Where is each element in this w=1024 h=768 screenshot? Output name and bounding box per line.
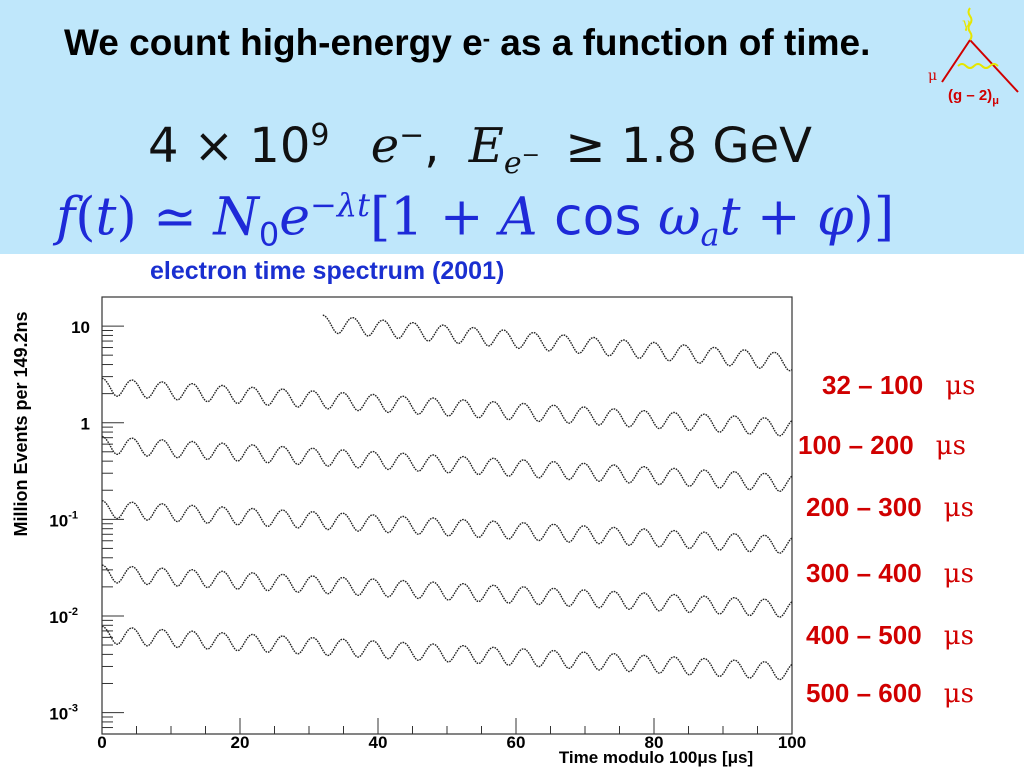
plot-frame [101, 296, 793, 735]
series-curve-3 [101, 435, 793, 493]
range-label-text: 500 – 600 [806, 678, 922, 708]
y-tick-label: 10-2 [49, 606, 78, 627]
title-main: We count high-energy e [64, 22, 483, 63]
range-label-text: 400 – 500 [806, 620, 922, 650]
g2-label: (g – 2)μ [948, 87, 999, 107]
range-label: 500 – 600 μs [806, 678, 974, 709]
electron-time-spectrum-chart: 10 1 10-1 10-2 10-3 0 20 40 60 80 100 Million Eve… [11, 296, 806, 767]
range-label-text: 32 – 100 [822, 370, 924, 400]
muon-line-left [941, 39, 971, 83]
title-superscript: - [482, 26, 491, 51]
x-tick-label: 100 [778, 733, 806, 752]
series-curve-4 [101, 500, 793, 554]
range-label-text: 200 – 300 [806, 492, 922, 522]
count-formula: 4 × 109 e−, Ee− ≥ 1.8 GeV [148, 118, 812, 181]
title-rest: as a function of time. [490, 22, 871, 63]
range-label: 400 – 500 μs [806, 620, 974, 651]
x-tick-label: 40 [369, 733, 388, 752]
mu-label: μ [928, 68, 937, 84]
loop-wavy-line [957, 63, 999, 69]
range-label-unit: μs [943, 493, 974, 523]
y-tick-label: 10 [71, 318, 90, 337]
series-curve-2 [101, 377, 793, 437]
gamma-label: γ [962, 16, 970, 32]
x-tick-label: 80 [645, 733, 664, 752]
x-axis: 0 20 40 60 80 100 [97, 718, 806, 752]
range-label: 32 – 100 μs [822, 370, 975, 401]
x-tick-label: 60 [507, 733, 526, 752]
range-label-unit: μs [943, 621, 974, 651]
slide-title: We count high-energy e- as a function of… [64, 20, 944, 66]
series-curve-1 [322, 314, 793, 372]
range-label-text: 300 – 400 [806, 558, 922, 588]
photon-wavy-line [967, 7, 973, 41]
y-tick-label: 10-1 [49, 509, 78, 530]
fit-formula: f(t) ≃ N0e−λt[1 + A cos ωat + φ)] [56, 186, 895, 254]
y-axis: 10 1 10-1 10-2 10-3 [49, 296, 124, 735]
range-label-unit: μs [935, 431, 966, 461]
series-curve-6 [101, 625, 793, 681]
x-axis-label: Time modulo 100μs [μs] [559, 748, 753, 767]
x-tick-label: 0 [97, 733, 106, 752]
range-label: 300 – 400 μs [806, 558, 974, 589]
series-curves [101, 314, 793, 681]
y-axis-label: Million Events per 149.2ns [11, 311, 31, 536]
muon-line-right [969, 39, 1019, 93]
range-label: 100 – 200 μs [798, 430, 966, 461]
range-label-unit: μs [943, 559, 974, 589]
header-band [0, 0, 1024, 254]
y-tick-label: 1 [81, 415, 90, 434]
x-tick-label: 20 [231, 733, 250, 752]
g2-feynman-diagram: γ μ (g – 2)μ [928, 7, 1019, 107]
series-curve-5 [101, 564, 793, 618]
chart-title: electron time spectrum (2001) [150, 257, 505, 285]
range-label-unit: μs [945, 371, 976, 401]
range-label-text: 100 – 200 [798, 430, 914, 460]
range-label-unit: μs [943, 679, 974, 709]
y-tick-label: 10-3 [49, 703, 78, 724]
range-label: 200 – 300 μs [806, 492, 974, 523]
